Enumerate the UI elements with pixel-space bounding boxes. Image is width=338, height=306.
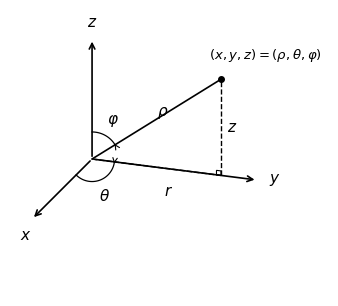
Text: $z$: $z$ xyxy=(227,120,237,135)
Text: $(x,y,z) = (\rho,\theta,\varphi)$: $(x,y,z) = (\rho,\theta,\varphi)$ xyxy=(209,47,322,64)
Text: $z$: $z$ xyxy=(87,15,97,30)
Text: $y$: $y$ xyxy=(269,172,281,188)
Text: $\rho$: $\rho$ xyxy=(157,105,168,121)
Text: $\theta$: $\theta$ xyxy=(99,188,110,204)
Text: $\varphi$: $\varphi$ xyxy=(107,113,119,129)
Text: $x$: $x$ xyxy=(20,228,32,243)
Text: $r$: $r$ xyxy=(164,184,173,199)
